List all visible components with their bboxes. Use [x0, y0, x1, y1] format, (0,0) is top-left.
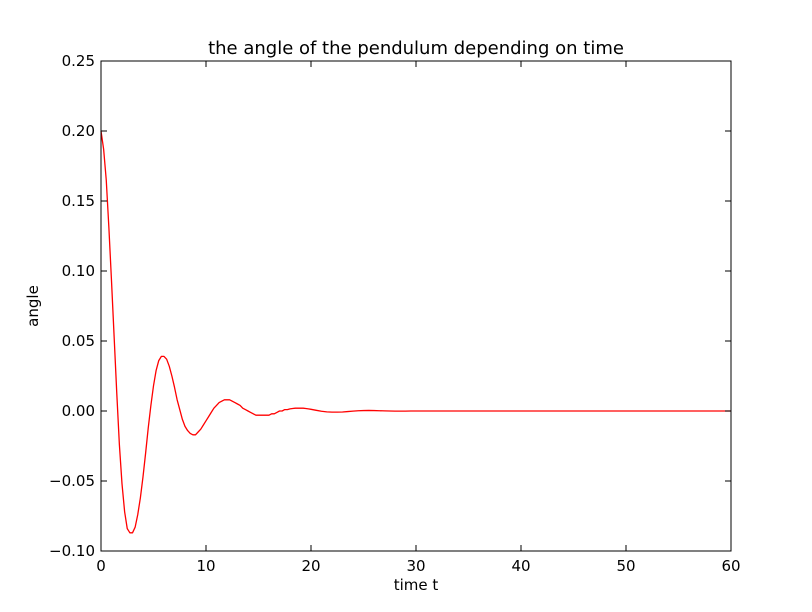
y-tick-label: −0.10 — [49, 542, 95, 560]
x-tick-label: 0 — [96, 557, 106, 575]
plot-area: 0 10 20 30 40 50 60 −0.10 −0.05 0.00 0.05 0.10 0.15… — [49, 52, 741, 575]
y-tick-label: −0.05 — [49, 472, 95, 490]
y-tick-label: 0.15 — [62, 192, 95, 210]
x-tick-label: 40 — [511, 557, 530, 575]
y-tick-label: 0.20 — [62, 122, 95, 140]
x-axis-label: time t — [394, 576, 439, 594]
x-tick-label: 50 — [616, 557, 635, 575]
series-line — [100, 130, 731, 534]
x-tick-label: 60 — [721, 557, 740, 575]
y-tick-label: 0.10 — [62, 262, 95, 280]
y-tick-label: 0.25 — [62, 52, 95, 70]
y-tick-label: 0.00 — [62, 402, 95, 420]
x-axis-ticks: 0 10 20 30 40 50 60 — [96, 61, 741, 575]
x-tick-label: 30 — [406, 557, 425, 575]
x-tick-label: 10 — [196, 557, 215, 575]
y-tick-label: 0.05 — [62, 332, 95, 350]
x-tick-label: 20 — [301, 557, 320, 575]
y-axis-label: angle — [24, 285, 42, 327]
plot-background — [101, 61, 731, 551]
y-axis-ticks: −0.10 −0.05 0.00 0.05 0.10 0.15 0.20 0.25 — [49, 52, 731, 560]
chart-title: the angle of the pendulum depending on t… — [208, 38, 624, 59]
